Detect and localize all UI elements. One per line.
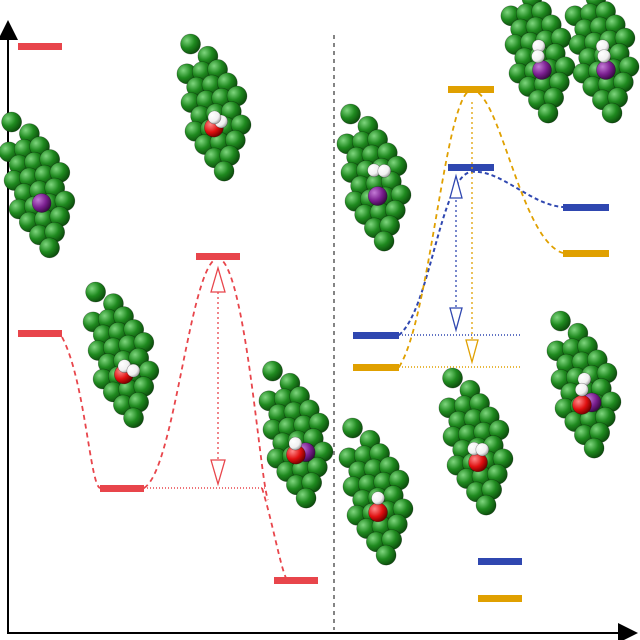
metal-atom — [213, 160, 235, 182]
metal-atom — [295, 487, 317, 509]
hydrogen-atom — [288, 436, 303, 451]
level-blue-final — [563, 204, 609, 211]
level-blue-ts — [448, 164, 494, 171]
level-initial — [18, 330, 62, 337]
cluster-images — [0, 0, 640, 566]
metal-atom — [442, 367, 463, 389]
cluster-right-orange — [438, 367, 514, 516]
metal-atom — [180, 33, 201, 55]
level-final — [274, 577, 318, 584]
cluster-intermediate — [82, 281, 160, 429]
cluster-right-final — [546, 310, 622, 459]
hydrogen-atom — [207, 110, 222, 125]
cluster-reference — [0, 111, 76, 259]
hydrogen-atom — [575, 382, 589, 397]
hydrogen-atom — [371, 491, 385, 505]
metal-atom — [1, 111, 22, 133]
level-orange-initial — [353, 364, 399, 371]
hydrogen-atom — [597, 49, 611, 63]
orange-barrier-arrow — [465, 102, 479, 365]
dopant-atom — [367, 186, 388, 206]
hydrogen-atom — [475, 442, 490, 457]
cluster-transition-state — [176, 33, 252, 182]
cluster-final — [258, 360, 334, 509]
level-blue-initial — [353, 332, 399, 339]
metal-atom — [601, 102, 623, 124]
path-to-final — [261, 487, 287, 579]
metal-atom — [475, 494, 497, 516]
dopant-atom — [31, 193, 52, 213]
path-orange — [398, 89, 564, 368]
hydrogen-atom — [531, 49, 545, 64]
metal-atom — [39, 237, 60, 259]
blue-barrier-arrow — [449, 173, 463, 333]
metal-atom — [123, 407, 144, 429]
metal-atom — [342, 417, 363, 439]
legend-orange-swatch — [478, 595, 522, 602]
legend-blue-swatch — [478, 558, 522, 565]
level-transition-state — [196, 253, 240, 260]
cluster-right-ts-a — [500, 0, 576, 124]
metal-atom — [340, 103, 361, 125]
metal-atom — [583, 437, 605, 459]
cluster-right-ts-b — [564, 0, 640, 124]
path-initial-to-intermediate — [61, 336, 101, 489]
cluster-right-initial — [336, 103, 412, 252]
barrier-arrow — [210, 265, 226, 487]
metal-atom — [262, 360, 283, 382]
right-energy-profile — [353, 86, 609, 602]
metal-atom — [375, 544, 397, 566]
level-reference — [18, 43, 62, 50]
hydrogen-atom — [126, 363, 141, 378]
metal-atom — [373, 230, 395, 252]
metal-atom — [85, 281, 106, 303]
left-energy-profile — [18, 43, 318, 584]
metal-atom — [550, 310, 571, 332]
metal-atom — [537, 102, 559, 124]
path-intermediate-to-ts — [143, 257, 269, 501]
hydrogen-atom — [377, 164, 392, 178]
path-blue — [398, 170, 564, 336]
level-orange-final — [563, 250, 609, 257]
level-intermediate — [100, 485, 144, 492]
cluster-right-blue — [338, 417, 414, 566]
